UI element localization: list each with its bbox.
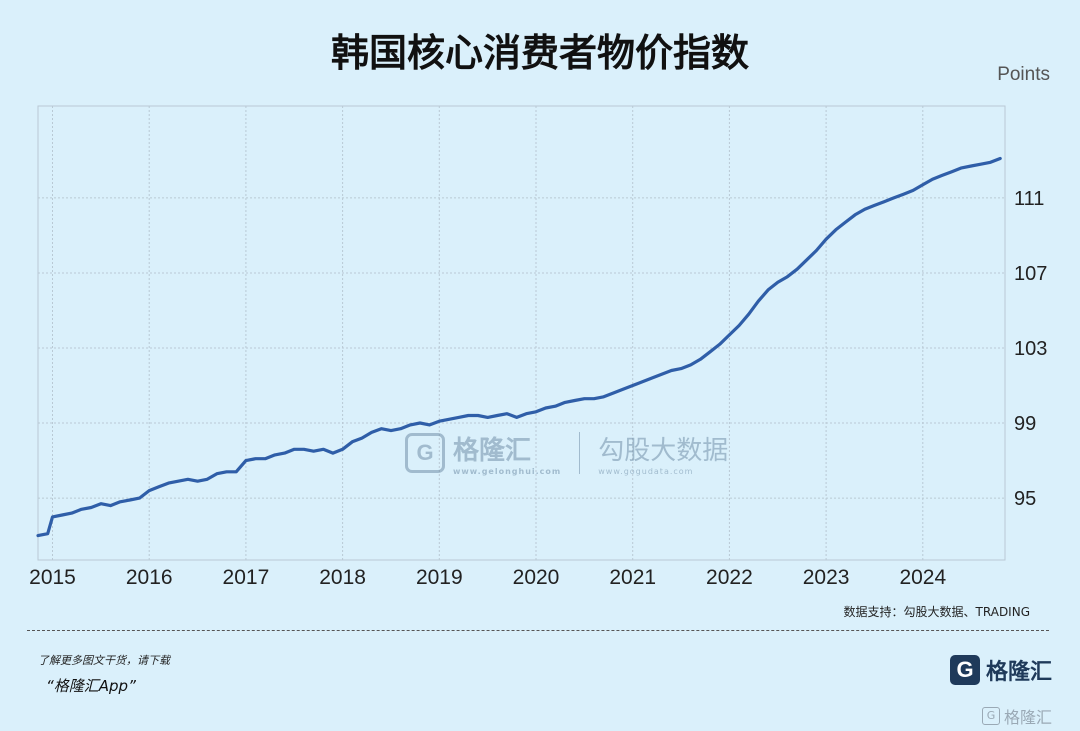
center-watermark: G 格隆汇 www.gelonghui.com 勾股大数据 www.goguda… [405, 430, 728, 476]
x-tick-label: 2020 [513, 566, 560, 589]
gelonghui-logo-icon: G [950, 655, 980, 685]
watermark-gogudata-url: www.gogudata.com [598, 467, 694, 476]
line-chart: 2015 2016 2017 2018 2019 2020 2021 2022 2023 2024… [29, 105, 1047, 589]
horizontal-gridlines [38, 197, 1005, 499]
gelonghui-logo: G 格隆汇 [950, 652, 1052, 688]
corner-watermark: G 格隆汇 [982, 704, 1052, 728]
y-axis-tick-labels: 95 99 103 107 111 [1014, 188, 1047, 510]
chart-title: 韩国核心消费者物价指数 [330, 31, 749, 75]
vertical-gridlines [52, 106, 924, 560]
y-tick-label: 107 [1014, 263, 1047, 285]
x-tick-label: 2018 [319, 566, 366, 589]
y-tick-label: 95 [1014, 488, 1036, 510]
gelonghui-logo-text: 格隆汇 [986, 660, 1053, 685]
x-tick-label: 2016 [126, 566, 173, 589]
dashed-divider [27, 630, 1049, 631]
watermark-gelonghui: 格隆汇 www.gelonghui.com [453, 430, 561, 476]
series-line [36, 156, 1002, 538]
x-tick-label: 2021 [609, 566, 656, 589]
y-tick-label: 103 [1014, 338, 1047, 360]
corner-watermark-text: 格隆汇 [1004, 708, 1053, 727]
x-tick-label: 2019 [416, 566, 463, 589]
promo-text-line1: 了解更多图文干货，请下载 [38, 654, 170, 667]
data-source-note: 数据支持：勾股大数据、TRADING [843, 605, 1030, 619]
watermark-gogudata-text: 勾股大数据 [598, 436, 729, 466]
corner-watermark-icon: G [982, 707, 1000, 725]
x-tick-label: 2023 [803, 566, 850, 589]
x-tick-label: 2024 [899, 566, 946, 589]
series-layer [36, 156, 1002, 538]
y-tick-label: 111 [1014, 188, 1044, 210]
x-tick-label: 2015 [29, 566, 76, 589]
gelonghui-watermark-icon: G [405, 433, 445, 473]
watermark-gelonghui-url: www.gelonghui.com [453, 467, 562, 476]
y-axis-unit-label: Points [997, 64, 1050, 85]
x-tick-label: 2022 [706, 566, 753, 589]
watermark-gogudata: 勾股大数据 www.gogudata.com [598, 430, 728, 476]
watermark-gelonghui-text: 格隆汇 [453, 436, 532, 466]
x-tick-label: 2017 [223, 566, 270, 589]
x-axis-tick-labels: 2015 2016 2017 2018 2019 2020 2021 2022 2023 2024 [29, 566, 946, 589]
plot-area [37, 105, 1006, 561]
watermark-separator [579, 432, 581, 474]
promo-text-line2: “格隆汇App” [46, 677, 136, 695]
y-tick-label: 99 [1014, 413, 1036, 435]
